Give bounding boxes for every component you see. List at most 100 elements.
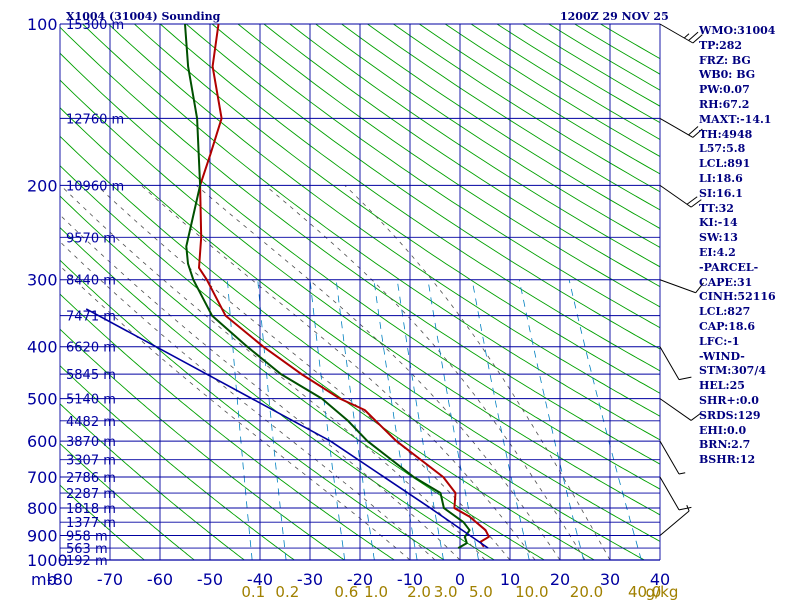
wind-barb-half-flag xyxy=(686,504,690,512)
mixing-ratio-line xyxy=(396,279,444,560)
stat-item: HEL:25 xyxy=(699,379,745,393)
temperature-tick-label: 30 xyxy=(600,570,620,589)
pressure-tick-label: 1000 xyxy=(27,551,68,570)
wind-barb-staff xyxy=(659,440,680,475)
wind-barb-staff xyxy=(659,510,690,536)
dry-adiabat xyxy=(60,293,396,560)
stat-item: CAPE:31 xyxy=(699,275,753,289)
pressure-tick-label: 300 xyxy=(27,271,58,290)
temperature-tick-label: 20 xyxy=(550,570,570,589)
stat-item: WMO:31004 xyxy=(699,24,776,37)
dry-adiabat xyxy=(60,195,546,560)
wind-barb xyxy=(659,184,702,208)
height-label: 8440 m xyxy=(66,274,116,289)
pressure-tick-label: 600 xyxy=(27,432,58,451)
mixing-ratio-line xyxy=(373,279,418,560)
stat-item: L57:5.8 xyxy=(699,142,746,156)
stat-item: FRZ: BG xyxy=(699,53,751,67)
wind-barb xyxy=(659,440,686,475)
dry-adiabat xyxy=(60,26,660,465)
height-label: 7471 m xyxy=(66,310,116,325)
stat-item: SW:13 xyxy=(699,231,738,245)
stat-item: SHR+:0.0 xyxy=(699,393,759,407)
temperature-tick-label: -30 xyxy=(297,570,323,589)
stat-item: CAP:18.6 xyxy=(699,319,756,333)
chart-time: 1200Z 29 NOV 25 xyxy=(560,10,669,23)
pressure-tick-label: 100 xyxy=(27,15,58,34)
stat-item: BSHR:12 xyxy=(699,453,756,467)
wind-barb-staff xyxy=(659,476,680,511)
pressure-axis-unit: mb xyxy=(31,570,57,589)
stat-item: SRDS:129 xyxy=(699,408,761,422)
pressure-tick-label: 900 xyxy=(27,526,58,545)
height-label: 192 m xyxy=(66,554,108,569)
wind-barb-staff xyxy=(659,398,692,421)
mixing-ratio-line xyxy=(227,279,253,560)
temperature-tick-label: -80 xyxy=(47,570,73,589)
moist-adiabat xyxy=(264,185,586,560)
mixing-ratio-label: 2.0 xyxy=(407,583,431,600)
stat-item: -WIND- xyxy=(699,349,745,363)
stat-item: TP:282 xyxy=(699,38,743,52)
height-label: 5845 m xyxy=(66,368,116,383)
height-label: 563 m xyxy=(66,542,108,557)
dry-adiabat xyxy=(263,24,660,288)
mixing-ratio-line xyxy=(471,279,530,560)
stat-item: WB0: BG xyxy=(699,68,756,82)
temperature-tick-label: 10 xyxy=(500,570,520,589)
height-label: 10960 m xyxy=(66,179,124,194)
wind-barb-flag xyxy=(695,282,704,294)
stat-item: PW:0.07 xyxy=(699,83,750,97)
stat-item: EHI:0.0 xyxy=(699,423,747,437)
dry-adiabat xyxy=(60,328,346,560)
pressure-tick-label: 800 xyxy=(27,499,58,518)
dry-adiabats xyxy=(60,24,660,560)
dry-adiabat xyxy=(60,165,596,560)
wind-barb-staff xyxy=(659,117,694,138)
mixing-ratio-line xyxy=(335,279,375,560)
mixing-ratio-label: g/kg xyxy=(646,583,679,600)
dry-adiabat xyxy=(108,24,660,417)
mixing-ratio-line xyxy=(257,279,287,560)
dry-adiabat xyxy=(185,24,660,350)
temperature-tick-label: -60 xyxy=(147,570,173,589)
dry-adiabat xyxy=(60,226,496,560)
temperature-tick-label: -10 xyxy=(397,570,423,589)
temperature-tick-label: -70 xyxy=(97,570,123,589)
dry-adiabat xyxy=(315,24,660,248)
wind-barb-flag xyxy=(688,126,699,136)
height-label: 12760 m xyxy=(66,112,124,127)
stat-item: KI:-14 xyxy=(699,216,738,230)
stat-item: LFC:-1 xyxy=(699,334,740,348)
height-label: 3870 m xyxy=(66,435,116,450)
pressure-tick-label: 200 xyxy=(27,176,58,195)
mixing-ratio-line xyxy=(518,279,584,560)
dry-adiabat xyxy=(60,52,660,490)
series-temperature-line xyxy=(198,24,490,548)
wind-barb-flag xyxy=(678,506,692,511)
stat-item: TT:32 xyxy=(699,201,734,215)
height-label: 15300 m xyxy=(66,18,124,33)
sounding-traces xyxy=(85,24,490,549)
temperature-tick-label: 0 xyxy=(455,570,465,589)
chart-title: X1004 (31004) Sounding xyxy=(66,10,221,23)
mixing-ratio-label: 10.0 xyxy=(515,583,548,600)
dry-adiabat xyxy=(60,107,660,542)
stat-item: STM:307/4 xyxy=(699,364,766,378)
wind-barb-flag xyxy=(692,128,703,138)
mixing-ratio-lines xyxy=(227,279,642,560)
dry-adiabat xyxy=(160,24,660,372)
pressure-tick-label: 700 xyxy=(27,468,58,487)
temperature-tick-label: -40 xyxy=(247,570,273,589)
mixing-ratio-line xyxy=(427,279,479,560)
wind-barb-half-flag xyxy=(683,33,690,39)
wind-barb-half-flag xyxy=(678,472,686,475)
wind-barb xyxy=(659,117,703,138)
dry-adiabat xyxy=(211,24,660,329)
height-label: 6620 m xyxy=(66,341,116,356)
wind-barb xyxy=(659,23,703,44)
series-dewpoint-line xyxy=(184,24,471,549)
wind-barb-flag xyxy=(678,376,692,381)
